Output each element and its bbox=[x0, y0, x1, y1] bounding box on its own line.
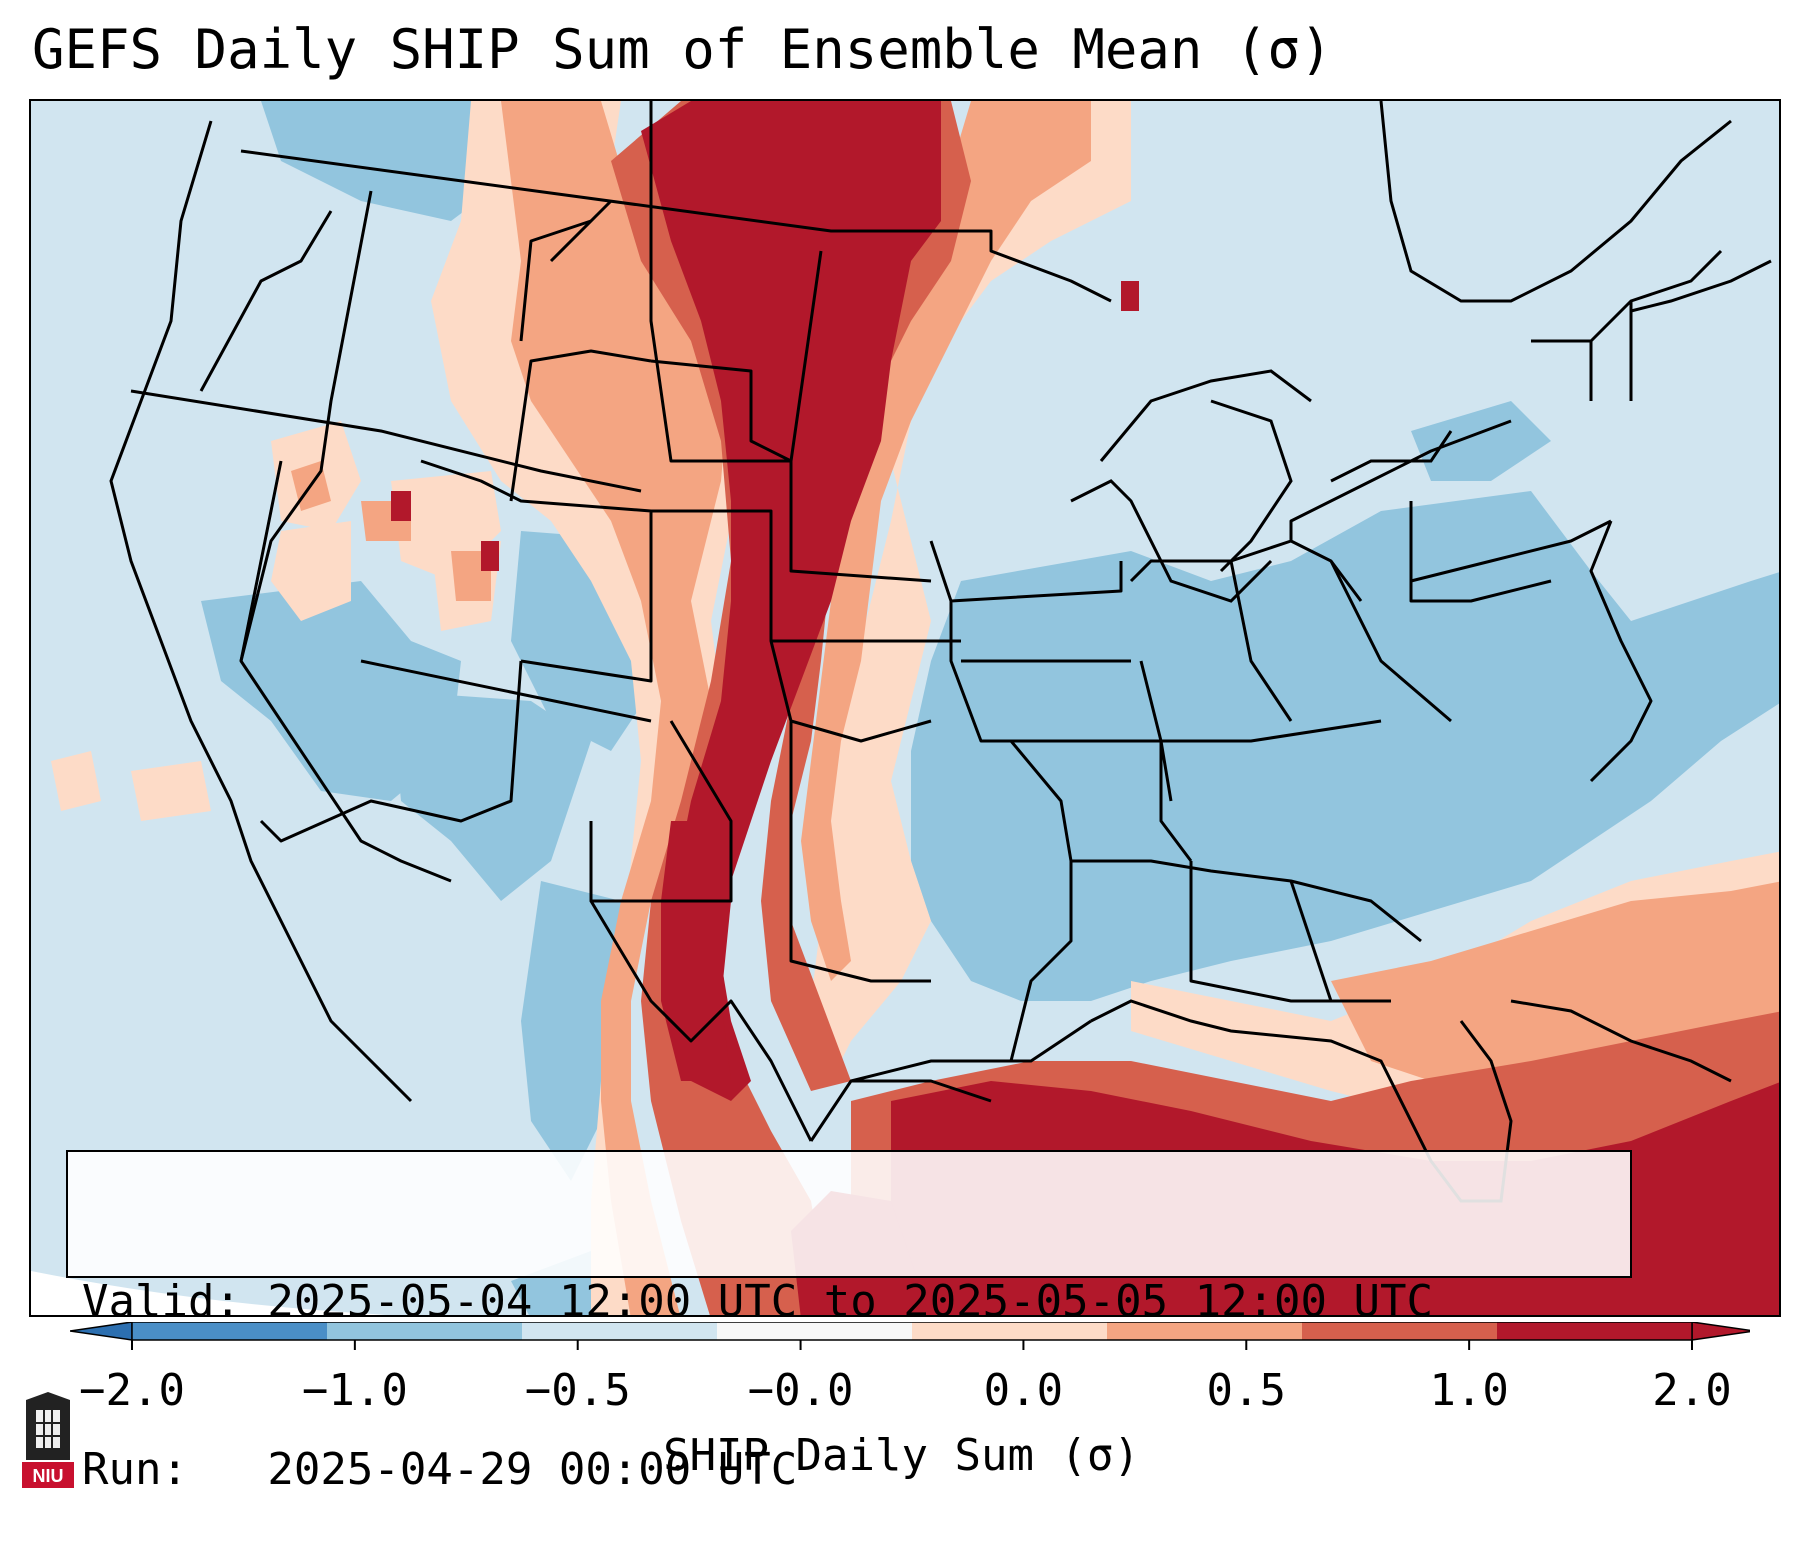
domain-edge bbox=[31, 1271, 388, 1315]
map-canvas bbox=[31, 101, 1779, 1315]
validity-info-box: Valid: 2025-05-04 12:00 UTC to 2025-05-0… bbox=[66, 1150, 1632, 1495]
map-title: GEFS Daily SHIP Sum of Ensemble Mean (σ) bbox=[32, 18, 1333, 81]
colorbar-tick-label: 1.0 bbox=[1429, 1365, 1509, 1416]
colorbar-tick-label: −0.0 bbox=[747, 1365, 854, 1416]
logo-text: NIU bbox=[33, 1466, 64, 1486]
logo-window bbox=[36, 1410, 60, 1448]
niu-logo: NIU bbox=[22, 1392, 74, 1488]
state-boundaries bbox=[130, 101, 1723, 1142]
colorbar-tick-label: 0.5 bbox=[1206, 1365, 1287, 1416]
run-time-text: Run: 2025-04-29 00:00 UTC bbox=[82, 1444, 798, 1495]
colorbar-segment bbox=[132, 1322, 328, 1340]
colorbar-segment bbox=[1302, 1322, 1498, 1340]
colorbar-segment bbox=[717, 1322, 913, 1340]
colorbar-segment bbox=[327, 1322, 523, 1340]
colorbar-tick-label: −0.5 bbox=[524, 1365, 631, 1416]
colorbar bbox=[70, 1322, 1750, 1350]
positive-anomaly-medium bbox=[291, 101, 1779, 1315]
colorbar-segment bbox=[912, 1322, 1108, 1340]
coastlines bbox=[109, 101, 1772, 1203]
colorbar-segment bbox=[1497, 1322, 1693, 1340]
colorbar-extend-high bbox=[1691, 1322, 1750, 1341]
colorbar-tick-label: 0.0 bbox=[983, 1365, 1064, 1416]
valid-time-text: Valid: 2025-05-04 12:00 UTC to 2025-05-0… bbox=[82, 1276, 1434, 1327]
colorbar-tick-label: 2.0 bbox=[1652, 1365, 1732, 1416]
map-panel bbox=[29, 99, 1781, 1317]
logo-banner bbox=[22, 1462, 74, 1488]
colorbar-segment bbox=[1107, 1322, 1303, 1340]
colorbar-segment bbox=[522, 1322, 718, 1340]
colorbar-frame bbox=[131, 1322, 1693, 1341]
colorbar-label: SHIP Daily Sum (σ) bbox=[663, 1430, 1140, 1481]
colorbar-tick-label: −2.0 bbox=[79, 1365, 185, 1416]
colorbar-tick-label: −1.0 bbox=[301, 1365, 408, 1416]
colorbar-extend-low bbox=[70, 1322, 133, 1341]
negative-anomaly-east bbox=[911, 401, 1779, 1001]
